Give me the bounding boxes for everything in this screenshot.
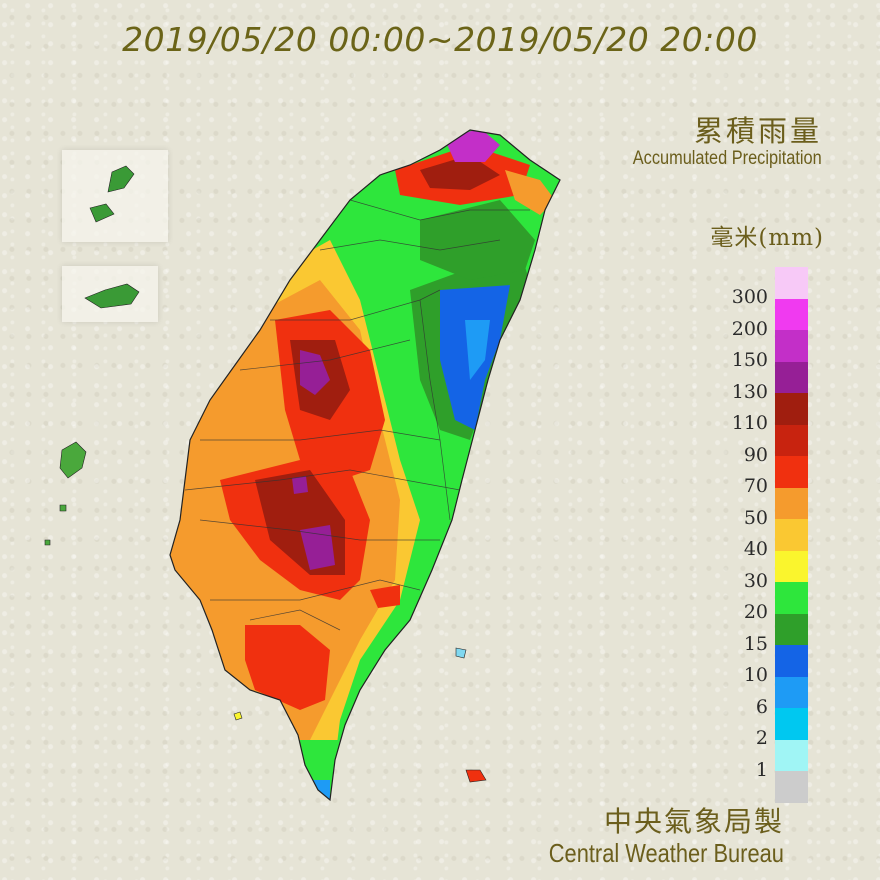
legend-label: 15 (743, 632, 768, 655)
legend-swatch (775, 771, 808, 803)
legend-title-zh: 累積雨量 (693, 114, 822, 148)
legend-swatch (775, 424, 808, 456)
legend-label: 6 (755, 695, 768, 718)
county-boundaries (184, 199, 530, 631)
legend-swatch (775, 739, 808, 771)
legend-label: 90 (743, 443, 768, 466)
legend-labels: 300 200 150 130 110 90 70 50 40 30 20 15 10 6 2 1 (720, 282, 768, 786)
legend-swatch (775, 393, 808, 425)
legend-color-bar (775, 267, 808, 803)
legend-label: 40 (743, 538, 768, 560)
legend-swatch (775, 519, 808, 551)
legend-label: 200 (731, 317, 768, 340)
legend-swatch (775, 456, 808, 488)
legend-label: 110 (731, 412, 768, 434)
offshore-islands (44, 165, 487, 783)
legend-swatch (775, 582, 808, 614)
legend-label: 20 (743, 601, 768, 623)
legend-label: 50 (743, 506, 768, 529)
credit-en: Central Weather Bureau (548, 838, 784, 868)
credit-zh: 中央氣象局製 (603, 805, 784, 838)
legend-label: 10 (743, 664, 768, 686)
legend-label: 150 (731, 349, 768, 371)
legend-label: 70 (743, 475, 768, 497)
legend-swatch (775, 330, 808, 362)
legend-title-en: Accumulated Precipitation (633, 148, 822, 169)
inset-matsu (62, 150, 168, 242)
legend-label: 300 (731, 286, 768, 308)
legend-swatch (775, 550, 808, 582)
legend-label: 130 (731, 380, 768, 403)
legend-swatch (775, 487, 808, 519)
legend-unit: 毫米(mm) (710, 225, 824, 251)
legend-swatch (775, 645, 808, 677)
legend-label: 30 (743, 569, 768, 592)
legend-label: 1 (755, 758, 768, 781)
legend-swatch (775, 613, 808, 645)
legend-swatch (775, 708, 808, 740)
legend-swatch (775, 267, 808, 299)
legend-swatch (775, 298, 808, 330)
legend-swatch (775, 676, 808, 708)
legend-label: 2 (755, 727, 768, 749)
coastline (169, 129, 561, 802)
map-title: 2019/05/20 00:00~2019/05/20 20:00 (122, 20, 758, 59)
taiwan-main-island (170, 130, 560, 800)
legend-swatch (775, 361, 808, 393)
